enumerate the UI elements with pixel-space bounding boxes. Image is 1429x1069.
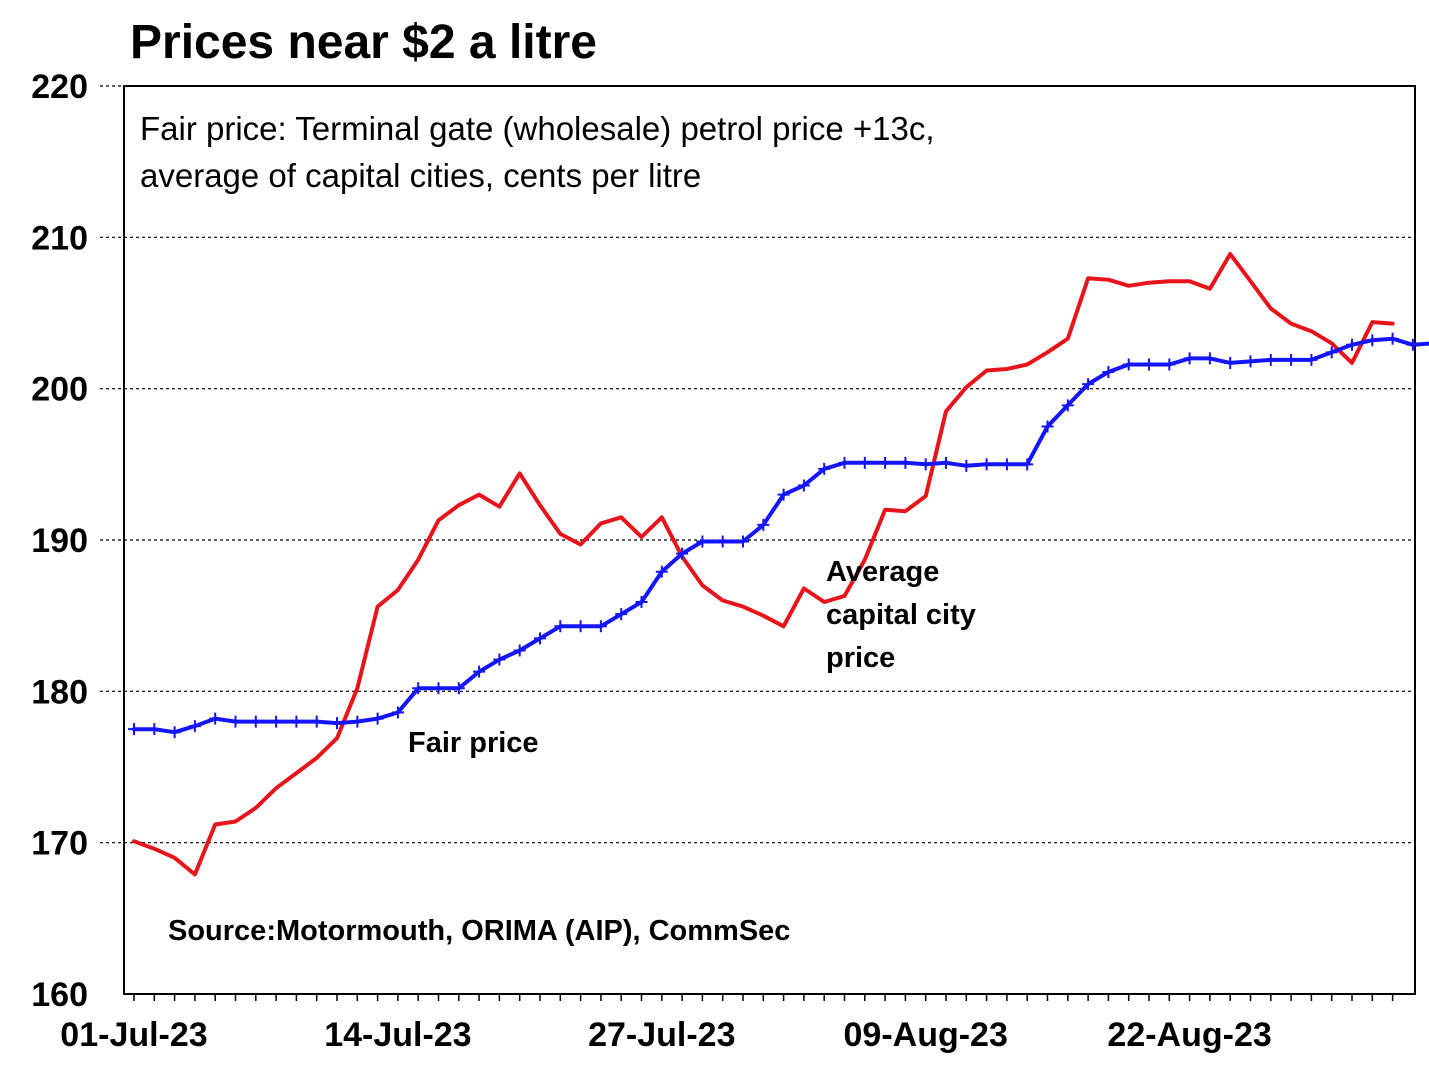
y-tick-label: 180 [31, 673, 88, 711]
fair-price-point [270, 715, 283, 728]
series-lines [128, 252, 1429, 877]
gridlines [100, 85, 1415, 844]
fair-price-point [493, 653, 506, 666]
fair-price-point [1325, 346, 1338, 359]
fair-price-point [1285, 353, 1298, 366]
fair-price-point [371, 712, 384, 725]
fair-price-point [919, 458, 932, 471]
fair-price-point [331, 717, 343, 730]
plot-frame [123, 85, 1416, 995]
fair-price-point [940, 456, 952, 469]
fair-price-point [168, 726, 181, 739]
x-tick-label: 22-Aug-23 [1107, 1016, 1271, 1054]
fair-price-point [757, 518, 770, 531]
fair-price-point [1305, 353, 1318, 366]
fair-price-point [899, 456, 912, 469]
fair-price-point [534, 632, 546, 645]
x-tick-label: 27-Jul-23 [588, 1016, 735, 1054]
fair-price-point [1102, 366, 1115, 379]
fair-price-point [473, 665, 486, 678]
average-price-label-line-2: capital city [826, 599, 976, 631]
fair-price-point [1366, 334, 1379, 347]
x-tick-label: 09-Aug-23 [844, 1016, 1008, 1054]
x-axis-ticks: 01-Jul-23 14-Jul-23 27-Jul-23 09-Aug-23 22-A… [60, 994, 1394, 1054]
average-price-label-line-3: price [826, 642, 895, 674]
fair-price-point [452, 682, 465, 695]
fair-price-point [980, 458, 993, 471]
fair-price-point [290, 715, 303, 728]
fair-price-point [310, 715, 323, 728]
fair-price-point [615, 608, 628, 621]
fair-price-point [554, 620, 567, 633]
fair-price-point [1264, 353, 1277, 366]
fair-price-point [1386, 332, 1399, 345]
fair-price-point [391, 706, 404, 719]
fair-price-point [818, 462, 831, 475]
fair-price-point [1000, 458, 1013, 471]
fair-price-point [1183, 352, 1196, 365]
fair-price-point [879, 456, 892, 469]
fair-price-point [432, 682, 445, 695]
fair-price-label: Fair price [408, 727, 539, 759]
fair-price-point [777, 488, 790, 501]
fair-price-point [1203, 352, 1216, 365]
fair-price-point [635, 596, 648, 609]
fair-price-point [594, 620, 607, 633]
average-price-line [132, 252, 1395, 877]
fair-price-point [838, 456, 851, 469]
fair-price-point [1163, 358, 1176, 371]
fair-price-point [128, 723, 140, 736]
fair-price-point [1406, 338, 1419, 351]
fair-price-point [1061, 399, 1074, 412]
fair-price-point [1244, 355, 1257, 368]
fair-price-point [1224, 356, 1237, 369]
y-tick-label: 170 [31, 825, 88, 863]
y-tick-label: 200 [31, 371, 88, 409]
fair-price-point [1021, 458, 1034, 471]
fair-price-point [1346, 338, 1358, 351]
fair-price-point [655, 565, 668, 578]
y-tick-label: 210 [31, 219, 88, 257]
fair-price-point [188, 720, 201, 733]
subtitle-line-1: Fair price: Terminal gate (wholesale) pe… [140, 110, 935, 147]
subtitle-line-2: average of capital cities, cents per lit… [140, 157, 701, 194]
fair-price-point [513, 644, 526, 657]
fair-price-point [696, 535, 709, 548]
fair-price-point [351, 715, 364, 728]
y-axis-ticks: 160 170 180 190 200 210 220 [31, 68, 88, 1014]
fair-price-point [249, 715, 262, 728]
fair-price-point [676, 547, 689, 560]
fair-price-point [1041, 420, 1054, 433]
y-tick-label: 160 [31, 976, 88, 1014]
average-price-label-line-1: Average [826, 556, 939, 588]
fair-price-point [1143, 358, 1155, 371]
fair-price-point [209, 712, 222, 725]
y-tick-label: 220 [31, 68, 88, 106]
x-tick-label: 01-Jul-23 [60, 1016, 207, 1054]
fair-price-point [574, 620, 587, 633]
y-tick-label: 190 [31, 522, 88, 560]
chart-title: Prices near $2 a litre [130, 16, 597, 69]
fair-price-point [960, 459, 973, 472]
fair-price-point [797, 479, 810, 492]
fair-price-point [737, 535, 749, 548]
fair-price-point [229, 715, 242, 728]
source-note: Source:Motormouth, ORIMA (AIP), CommSec [168, 915, 790, 947]
x-tick-label: 14-Jul-23 [324, 1016, 471, 1054]
fair-price-point [716, 535, 729, 548]
fair-price-line [132, 336, 1429, 735]
fair-price-point [412, 682, 425, 695]
fair-price-point [148, 723, 161, 736]
fair-price-point [1122, 358, 1135, 371]
fair-price-point [1082, 378, 1095, 391]
fair-price-point [858, 456, 871, 469]
